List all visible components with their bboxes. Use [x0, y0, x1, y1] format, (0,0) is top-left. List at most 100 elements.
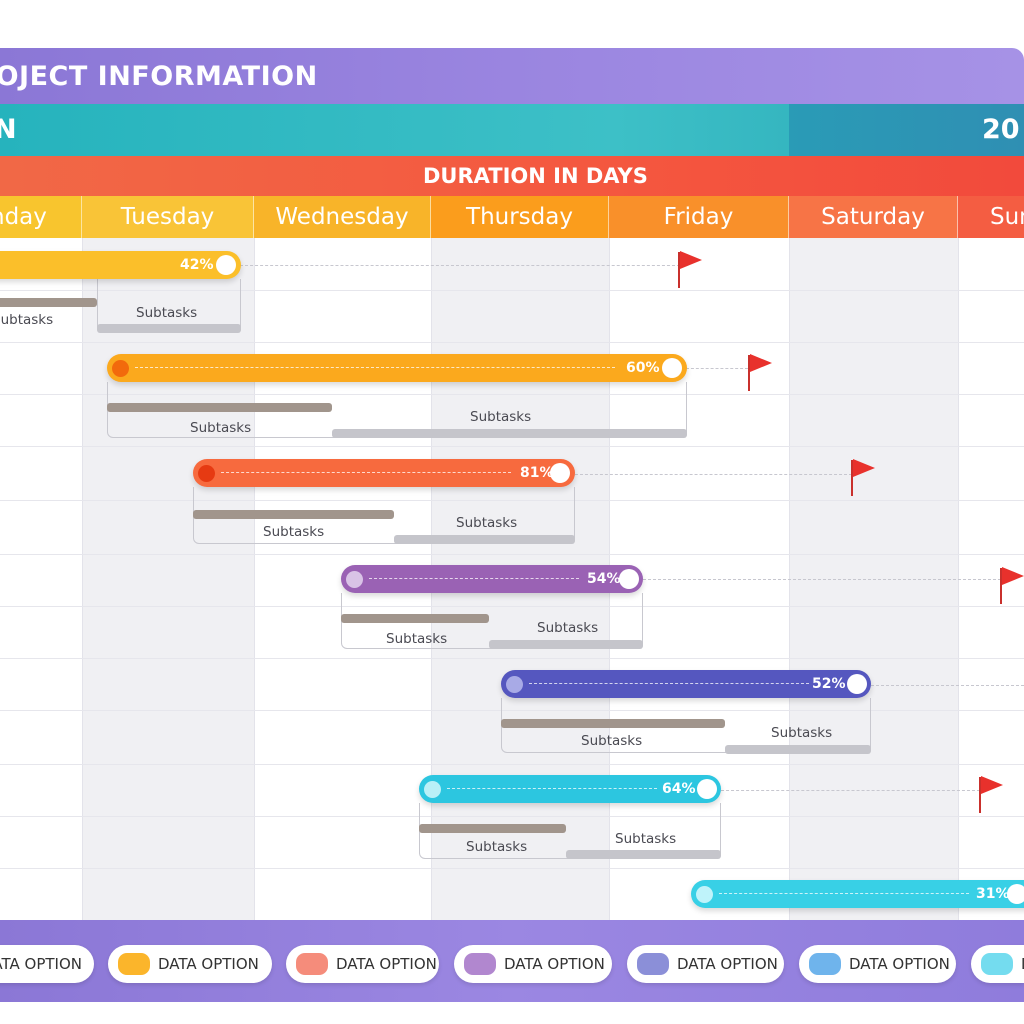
subtask-label: Subtasks — [136, 305, 198, 321]
grid-line — [0, 394, 1024, 395]
milestone-flag-icon — [1000, 568, 1002, 604]
day-wednesday: Wednesday — [254, 196, 431, 238]
subtask-label: Subtasks — [190, 420, 252, 436]
project-title: PROJECT INFORMATION — [0, 61, 318, 92]
legend-swatch — [464, 953, 496, 975]
day-sunday: Sunday — [958, 196, 1024, 238]
subtask-label: Subtasks — [771, 725, 833, 741]
milestone-flag-icon — [981, 776, 1003, 794]
subtask-bar[interactable] — [341, 614, 489, 623]
legend-label: DATA OPTION — [336, 955, 437, 973]
legend-item[interactable]: DATA OPTION — [454, 945, 612, 983]
grid-line — [0, 710, 1024, 711]
task-bar[interactable]: 42% — [0, 251, 241, 279]
legend-label: DATA OPTION — [849, 955, 950, 973]
task-end-handle[interactable] — [216, 255, 236, 275]
progress-dash — [221, 472, 511, 473]
grid-line — [254, 238, 255, 920]
subtask-bar[interactable] — [332, 429, 687, 438]
legend-label: DATA OPTION — [158, 955, 259, 973]
subtask-bar[interactable] — [394, 535, 575, 544]
project-information-header: PROJECT INFORMATION — [0, 48, 1024, 104]
task-bar[interactable]: 54% — [341, 565, 643, 593]
task-percent: 60% — [626, 360, 660, 376]
milestone-leader-line — [871, 685, 1024, 686]
year-header-cell — [789, 104, 1024, 156]
day-monday: Monday — [0, 196, 82, 238]
day-friday: Friday — [609, 196, 789, 238]
task-end-handle[interactable] — [1007, 884, 1024, 904]
day-thursday: Thursday — [431, 196, 609, 238]
subtask-bar[interactable] — [107, 403, 332, 412]
column-shade — [82, 238, 254, 920]
progress-dash — [369, 578, 579, 579]
task-start-handle[interactable] — [346, 571, 363, 588]
task-end-handle[interactable] — [550, 463, 570, 483]
subtask-bar[interactable] — [419, 824, 566, 833]
legend-item[interactable]: DATA OPTION — [799, 945, 956, 983]
progress-dash — [447, 788, 657, 789]
task-end-handle[interactable] — [662, 358, 682, 378]
subtask-bar[interactable] — [725, 745, 871, 754]
milestone-leader-line — [240, 265, 680, 266]
task-percent: 64% — [662, 781, 696, 797]
task-end-handle[interactable] — [847, 674, 867, 694]
milestone-flag-icon — [750, 354, 772, 372]
subtask-label: Subtasks — [456, 515, 518, 531]
task-start-handle[interactable] — [696, 886, 713, 903]
legend-label: DATA OPTION — [1021, 955, 1024, 973]
year-label: 20 — [982, 114, 1020, 145]
progress-dash — [529, 683, 809, 684]
day-tuesday: Tuesday — [82, 196, 254, 238]
subtask-label: Subtasks — [537, 620, 599, 636]
subtask-bar[interactable] — [97, 324, 241, 333]
legend-item[interactable]: DATA OPTION — [627, 945, 784, 983]
task-start-handle[interactable] — [506, 676, 523, 693]
task-bar[interactable]: 60% — [107, 354, 687, 382]
legend-item[interactable]: DATA OPTION — [971, 945, 1024, 983]
subtask-bar[interactable] — [193, 510, 394, 519]
milestone-flag-icon — [680, 251, 702, 269]
task-percent: 42% — [180, 257, 214, 273]
legend-item[interactable]: DATA OPTION — [286, 945, 439, 983]
task-end-handle[interactable] — [619, 569, 639, 589]
section-label: N — [0, 114, 17, 145]
milestone-flag-icon — [1002, 567, 1024, 585]
task-percent: 52% — [812, 676, 846, 692]
task-start-handle[interactable] — [112, 360, 129, 377]
task-percent: 81% — [520, 465, 554, 481]
legend-item[interactable]: DATA OPTION — [108, 945, 272, 983]
task-bar[interactable]: 31% — [691, 880, 1024, 908]
legend-label: DATA OPTION — [677, 955, 778, 973]
grid-line — [0, 606, 1024, 607]
timeline-header: N 20 — [0, 104, 1024, 156]
subtask-bar[interactable] — [566, 850, 721, 859]
task-bar[interactable]: 64% — [419, 775, 721, 803]
subtask-bar[interactable] — [0, 298, 97, 307]
task-start-handle[interactable] — [198, 465, 215, 482]
milestone-leader-line — [643, 579, 1001, 580]
legend-swatch — [118, 953, 150, 975]
grid-line — [0, 290, 1024, 291]
progress-dash — [719, 893, 969, 894]
task-bar[interactable]: 52% — [501, 670, 871, 698]
grid-line — [0, 764, 1024, 765]
task-end-handle[interactable] — [697, 779, 717, 799]
legend-swatch — [637, 953, 669, 975]
grid-line — [0, 342, 1024, 343]
milestone-flag-icon — [748, 355, 750, 391]
legend-swatch — [809, 953, 841, 975]
milestone-flag-icon — [979, 777, 981, 813]
subtask-label: Subtasks — [466, 839, 528, 855]
subtask-label: Subtasks — [615, 831, 677, 847]
grid-line — [0, 868, 1024, 869]
task-start-handle[interactable] — [424, 781, 441, 798]
task-bar[interactable]: 81% — [193, 459, 575, 487]
subtask-bar[interactable] — [489, 640, 643, 649]
subtask-bar[interactable] — [501, 719, 725, 728]
legend-item[interactable]: DATA OPTION — [0, 945, 94, 983]
milestone-leader-line — [686, 368, 748, 369]
milestone-flag-icon — [851, 460, 853, 496]
subtask-label: Subtasks — [0, 312, 54, 328]
grid-line — [0, 554, 1024, 555]
